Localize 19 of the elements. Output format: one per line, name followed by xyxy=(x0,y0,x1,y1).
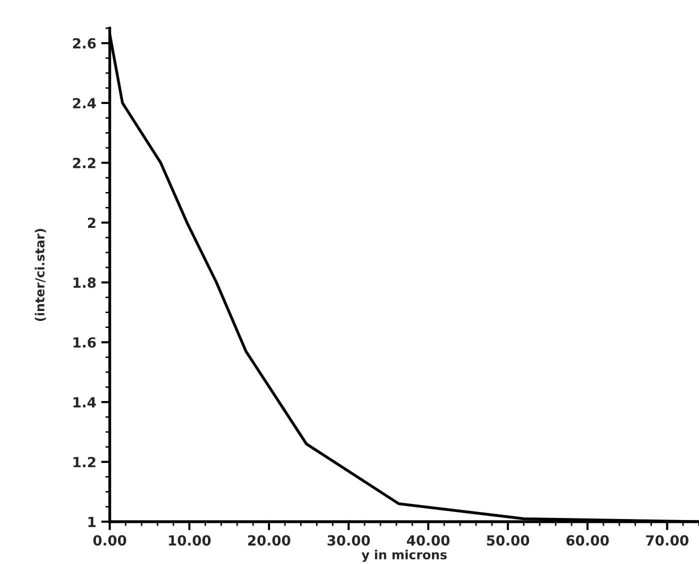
y-tick-label: 1.4 xyxy=(74,397,96,408)
y-tick-label: 1.2 xyxy=(74,456,96,468)
x-tick-label: 40.00 xyxy=(406,535,450,546)
x-tick-label: 60.00 xyxy=(566,535,609,546)
y-tick-label: 2.4 xyxy=(73,98,96,108)
y-tick-label: 1.8 xyxy=(74,277,96,288)
x-tick-label: 0.00 xyxy=(93,535,126,546)
x-axis-title: y in microns xyxy=(362,550,447,562)
x-tick-label: 20.00 xyxy=(248,535,290,546)
y-tick-label: 2.2 xyxy=(73,158,96,168)
x-tick-label: 30.00 xyxy=(328,535,370,546)
y-tick-label: 2 xyxy=(88,218,96,228)
x-tick-label: 50.00 xyxy=(486,535,530,546)
y-tick-label: 2.6 xyxy=(73,38,96,49)
x-tick-label: 70.00 xyxy=(646,535,688,546)
y-tick-label: 1 xyxy=(88,516,96,527)
y-tick-label: 1.6 xyxy=(74,337,96,348)
x-tick-label: 10.00 xyxy=(168,535,211,546)
y-axis-title: (inter/ci.star) xyxy=(34,228,46,321)
